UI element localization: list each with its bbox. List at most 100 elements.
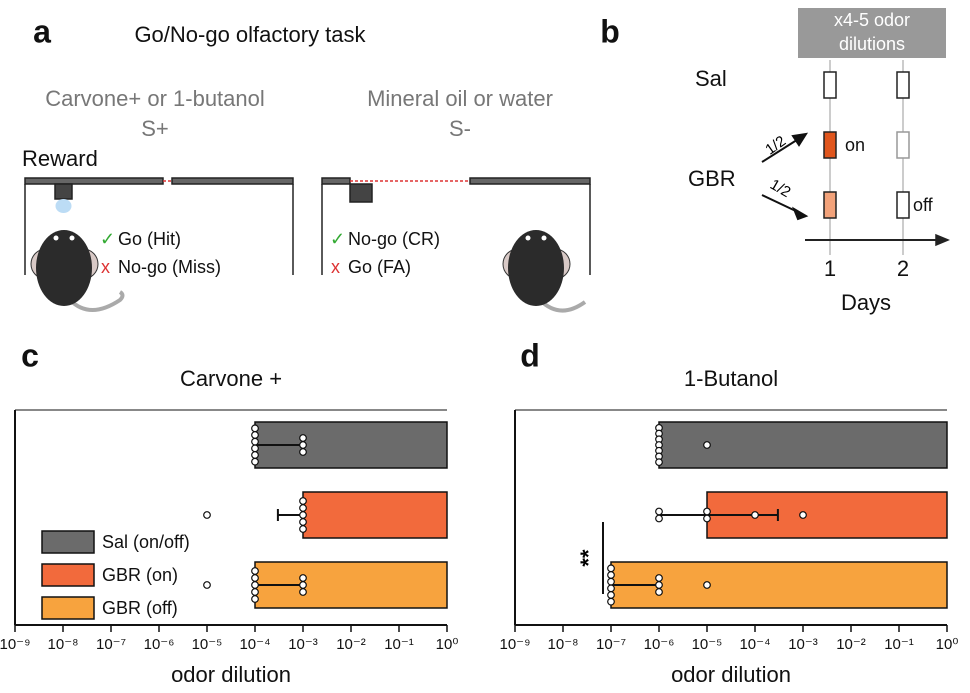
- data-point: [751, 511, 759, 519]
- data-point: [799, 511, 807, 519]
- split-arrows: [761, 132, 809, 221]
- data-point: [251, 567, 259, 575]
- panel-letter: b: [600, 13, 620, 49]
- x-tick-label: 10⁻³: [788, 636, 818, 653]
- x-tick-label: 10⁻⁸: [48, 636, 79, 653]
- x-axis-label: odor dilution: [671, 662, 791, 687]
- panel-letter: a: [33, 13, 51, 49]
- data-point: [299, 434, 307, 442]
- data-point: [655, 581, 663, 589]
- chart-title: Carvone +: [180, 366, 282, 391]
- mouse: [30, 230, 125, 312]
- x-tick-label: 10⁻⁵: [192, 636, 223, 653]
- chart-title: 1-Butanol: [684, 366, 778, 391]
- data-point: [299, 497, 307, 505]
- data-point: [655, 588, 663, 596]
- data-point: [607, 564, 615, 573]
- box-text: dilutions: [839, 34, 905, 54]
- chamber: [24, 177, 591, 275]
- group-label: GBR: [688, 166, 736, 191]
- split-label: 1/2: [767, 176, 794, 201]
- reward-label: Reward: [22, 146, 98, 171]
- data-point: [251, 444, 259, 453]
- x-axis-label: odor dilution: [171, 662, 291, 687]
- syringes: [805, 60, 950, 255]
- data-point: [251, 595, 259, 603]
- box-text: x4-5 odor: [834, 10, 910, 30]
- legend-label: GBR (on): [102, 565, 178, 585]
- data-point: [299, 441, 307, 449]
- x-tick-label: 10⁻⁷: [96, 636, 126, 653]
- data-point: [607, 571, 615, 579]
- data-point: [299, 588, 307, 596]
- legend-swatch: [41, 596, 95, 620]
- x-tick-label: 10⁻⁷: [596, 636, 626, 653]
- stimulus: Mineral oil or water: [367, 86, 553, 111]
- data-point: [203, 581, 211, 589]
- x-tick-label: 10⁻⁶: [644, 636, 675, 653]
- axis-label: Days: [841, 290, 891, 315]
- data-point: [251, 451, 259, 459]
- data-point: [607, 577, 615, 586]
- data-point: [299, 504, 307, 512]
- condition: off: [913, 195, 934, 215]
- x-tick-label: 10⁻³: [288, 636, 318, 653]
- panel-letter: c: [21, 337, 39, 373]
- group-label: Sal: [695, 66, 727, 91]
- mouse: [502, 230, 587, 313]
- data-point: [299, 525, 307, 533]
- check: ✓: [330, 229, 345, 249]
- data-point: [655, 458, 663, 467]
- dilution-box: [798, 8, 946, 58]
- x-tick-label: 10⁰: [436, 636, 459, 653]
- x-tick-label: 10⁰: [936, 636, 959, 653]
- day-label: 2: [897, 256, 909, 281]
- legend-label: GBR (off): [102, 598, 178, 618]
- stimulus: Carvone+ or 1-butanol: [45, 86, 265, 111]
- check: ✓: [100, 229, 115, 249]
- outcome: No-go (Miss): [118, 257, 221, 277]
- data-point: [703, 507, 711, 516]
- split-label: 1/2: [762, 133, 789, 159]
- x-tick-label: 10⁻⁸: [548, 636, 579, 653]
- data-point: [299, 574, 307, 582]
- day-label: 1: [824, 256, 836, 281]
- legend-swatch: [41, 530, 95, 554]
- data-point: [703, 581, 711, 589]
- bar: [658, 421, 948, 469]
- stimulus-label: S-: [449, 116, 471, 141]
- legend-swatch: [41, 563, 95, 587]
- x-tick-label: 10⁻²: [836, 636, 866, 653]
- data-point: [703, 441, 711, 449]
- x-tick-label: 10⁻¹: [384, 636, 414, 653]
- data-point: [251, 457, 259, 466]
- data-point: [607, 591, 615, 599]
- x-tick-label: 10⁻⁶: [144, 636, 175, 653]
- data-point: [655, 514, 663, 523]
- x-tick-label: 10⁻²: [336, 636, 366, 653]
- x-tick-label: 10⁻¹: [884, 636, 914, 653]
- x-tick-label: 10⁻⁴: [739, 636, 770, 653]
- significance: **: [576, 549, 601, 567]
- data-point: [251, 581, 259, 589]
- condition: on: [845, 135, 865, 155]
- data-point: [203, 511, 211, 519]
- data-point: [251, 424, 259, 433]
- bar: [610, 561, 948, 609]
- data-point: [703, 514, 711, 523]
- x-tick-label: 10⁻⁵: [692, 636, 723, 653]
- data-point: [251, 437, 259, 446]
- bar: [302, 491, 448, 539]
- data-point: [299, 511, 307, 519]
- panel-letter: d: [520, 337, 540, 373]
- data-point: [607, 584, 615, 593]
- cross: x: [101, 257, 110, 277]
- panel-title: Go/No-go olfactory task: [134, 22, 366, 47]
- data-point: [251, 574, 259, 582]
- data-point: [251, 588, 259, 596]
- x-tick-label: 10⁻⁹: [0, 636, 31, 653]
- cross: x: [331, 257, 340, 277]
- data-point: [299, 518, 307, 526]
